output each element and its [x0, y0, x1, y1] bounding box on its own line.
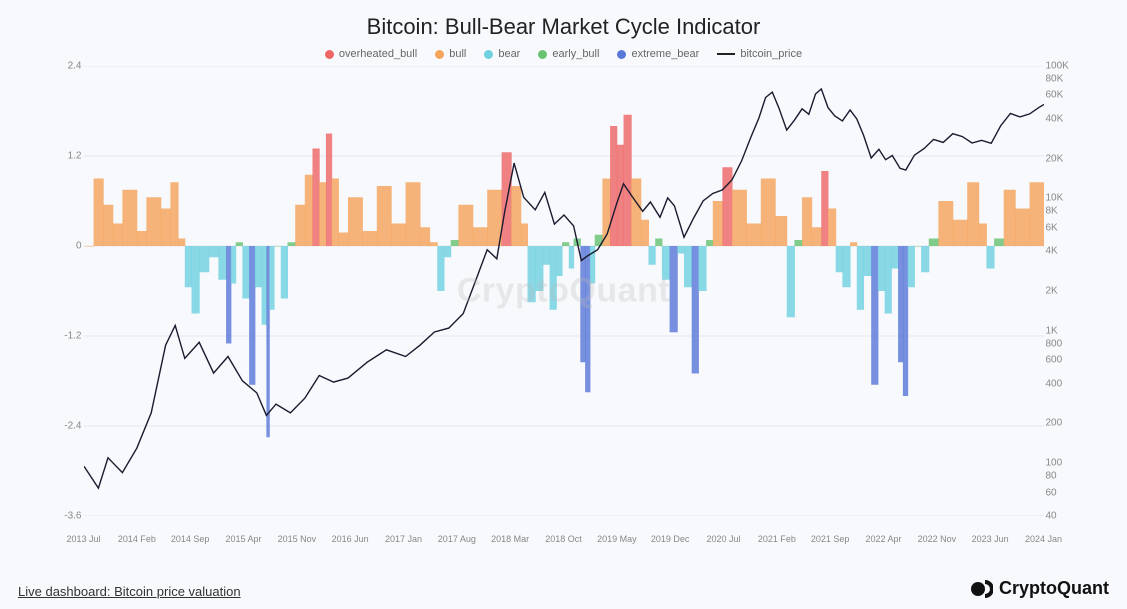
legend-bear: bear [484, 48, 520, 60]
legend-overheated-bull: overheated_bull [325, 48, 417, 60]
legend-price: bitcoin_price [717, 48, 802, 60]
brand-icon [971, 580, 993, 598]
legend-early-bull: early_bull [538, 48, 599, 60]
chart-title: Bitcoin: Bull-Bear Market Cycle Indicato… [0, 0, 1127, 48]
legend: overheated_bull bull bear early_bull ext… [0, 48, 1127, 66]
dashboard-link[interactable]: Live dashboard: Bitcoin price valuation [18, 584, 241, 599]
y-axis-left: 2.41.20-1.2-2.4-3.6 [56, 66, 82, 516]
footer: Live dashboard: Bitcoin price valuation … [18, 578, 1109, 599]
brand-logo: CryptoQuant [971, 578, 1109, 599]
legend-extreme-bear: extreme_bear [617, 48, 699, 60]
chart-svg [84, 66, 1044, 516]
legend-bull: bull [435, 48, 466, 60]
y-axis-right: 100K80K60K40K20K10K8K6K4K2K1K80060040020… [1046, 66, 1076, 516]
chart-area: 2.41.20-1.2-2.4-3.6 100K80K60K40K20K10K8… [84, 66, 1044, 516]
